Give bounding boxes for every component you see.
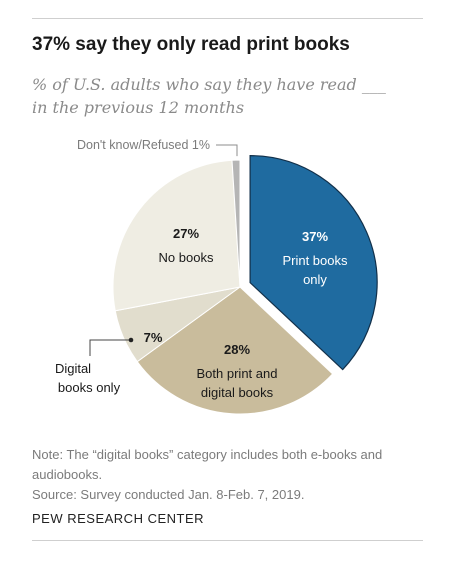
- slice-value-print: 37%: [302, 229, 328, 244]
- pie-slice-both: [136, 286, 334, 415]
- slice-value-none: 27%: [173, 226, 199, 241]
- pie-slice-dk: [231, 159, 241, 288]
- slice-label-print-1: Print books: [282, 253, 348, 268]
- slice-label-none-1: No books: [159, 250, 214, 265]
- slice-value-digital: 7%: [144, 330, 163, 345]
- slice-label-both-2: digital books: [201, 385, 274, 400]
- slice-label-dk: Don't know/Refused 1%: [77, 138, 210, 152]
- note-line-2: audiobooks.: [32, 467, 103, 482]
- leader-line-dk: [216, 144, 238, 157]
- bottom-rule: [32, 540, 423, 541]
- slice-label-digital-1: Digital: [55, 361, 91, 376]
- source-line: Source: Survey conducted Jan. 8-Feb. 7, …: [32, 487, 305, 502]
- slice-value-both: 28%: [224, 342, 250, 357]
- pie-slice-none: [112, 159, 241, 312]
- chart-title: 37% say they only read print books: [32, 34, 350, 55]
- top-rule: [32, 18, 423, 19]
- slice-label-both-1: Both print and: [197, 366, 278, 381]
- leader-dot-digital: [128, 337, 134, 343]
- subtitle-line-2: in the previous 12 months: [32, 98, 245, 117]
- subtitle-line-1: % of U.S. adults who say they have read …: [32, 75, 386, 94]
- leader-line-digital: [89, 339, 131, 356]
- chart-notes: Note: The “digital books” category inclu…: [32, 445, 432, 505]
- slice-label-digital-2: books only: [58, 380, 121, 395]
- chart-subtitle: % of U.S. adults who say they have read …: [32, 73, 432, 119]
- slice-label-print-2: only: [303, 272, 327, 287]
- pie-slice-print: [249, 155, 378, 371]
- pew-logo-text: PEW RESEARCH CENTER: [32, 511, 205, 526]
- note-line-1: Note: The “digital books” category inclu…: [32, 447, 383, 462]
